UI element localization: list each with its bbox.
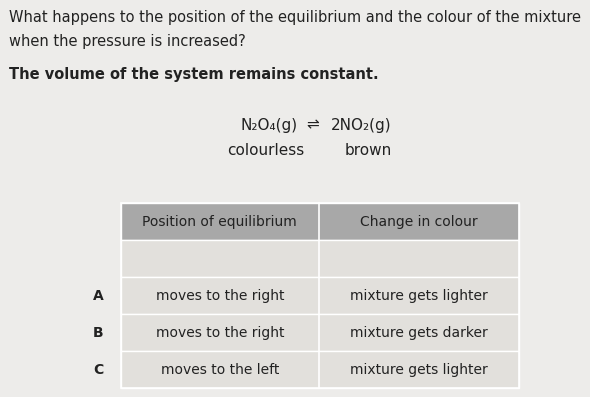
Text: A: A	[93, 289, 104, 303]
Text: when the pressure is increased?: when the pressure is increased?	[9, 34, 245, 49]
Text: mixture gets lighter: mixture gets lighter	[350, 289, 488, 303]
Text: N₂O₄(g): N₂O₄(g)	[241, 118, 298, 133]
Text: C: C	[93, 363, 104, 377]
Text: Position of equilibrium: Position of equilibrium	[142, 215, 297, 229]
Bar	[121, 314, 519, 351]
Bar	[121, 277, 519, 314]
Text: 2NO₂(g): 2NO₂(g)	[330, 118, 391, 133]
Text: Change in colour: Change in colour	[360, 215, 478, 229]
Bar	[121, 240, 519, 277]
Bar	[121, 203, 519, 240]
Text: moves to the right: moves to the right	[156, 289, 284, 303]
Text: What happens to the position of the equilibrium and the colour of the mixture: What happens to the position of the equi…	[9, 10, 581, 25]
Text: mixture gets darker: mixture gets darker	[350, 326, 488, 340]
Text: colourless: colourless	[227, 143, 304, 158]
Text: mixture gets lighter: mixture gets lighter	[350, 363, 488, 377]
Bar	[121, 351, 519, 388]
Text: ⇌: ⇌	[306, 118, 319, 133]
Text: moves to the right: moves to the right	[156, 326, 284, 340]
Text: moves to the left: moves to the left	[160, 363, 279, 377]
Text: B: B	[93, 326, 104, 340]
Text: The volume of the system remains constant.: The volume of the system remains constan…	[9, 67, 378, 83]
Text: brown: brown	[345, 143, 392, 158]
